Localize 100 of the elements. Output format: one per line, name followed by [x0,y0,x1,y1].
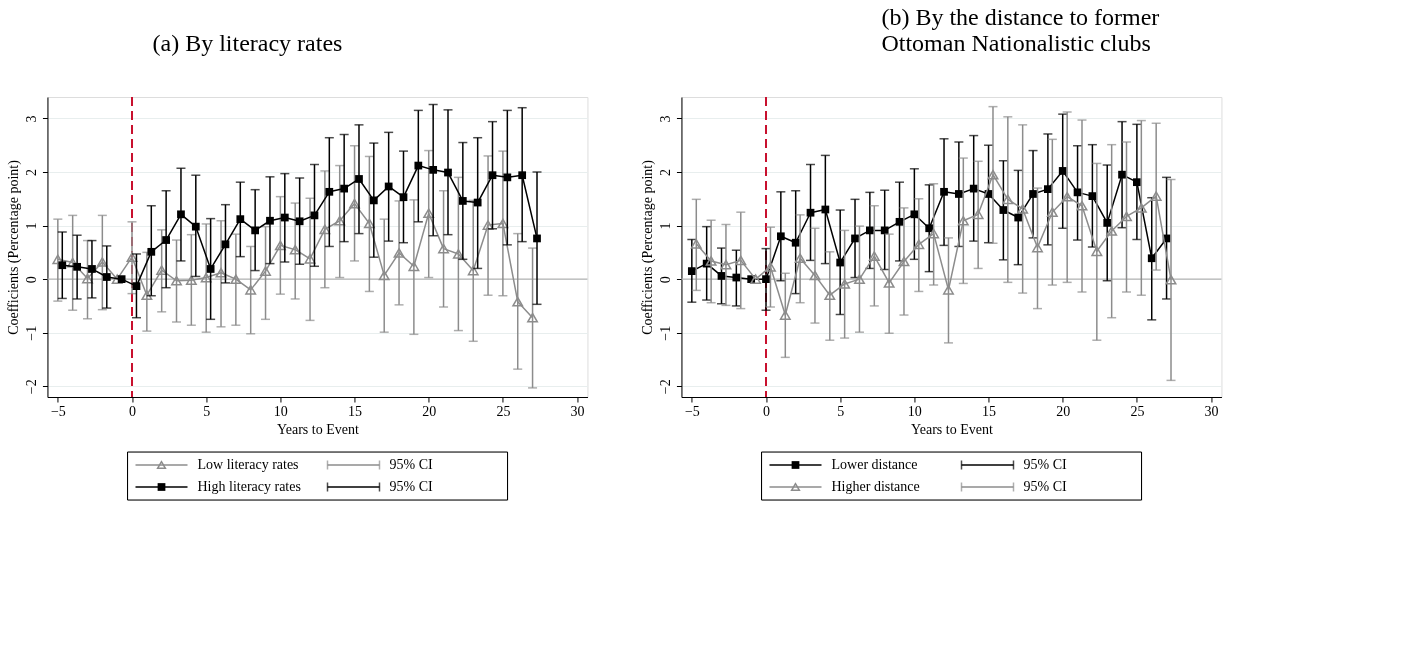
point [957,215,969,226]
x-tick-label: 0 [763,403,771,419]
point [1073,188,1082,197]
point [1118,170,1126,179]
point [512,296,524,307]
x-tick-label: 30 [570,403,585,419]
point [191,222,200,231]
point [96,257,108,267]
point [408,261,420,272]
point [126,252,138,263]
point [762,275,770,284]
x-tick-label: 30 [1204,403,1219,419]
point [1121,211,1132,222]
point [868,251,880,261]
text: 95% CI [389,457,433,472]
x-tick-label: 25 [1130,403,1145,419]
point [295,217,304,226]
x-tick-label: 5 [837,403,845,419]
point [221,240,230,249]
point [824,290,836,301]
y-tick-label: 2 [657,169,673,176]
point [732,273,741,282]
point [349,198,361,209]
legend-label: Low literacy rates [197,457,299,472]
point [230,274,242,284]
point [518,171,527,180]
chart-title: (b) By the distance to former Ottoman Nationalistic clubs [881,4,1160,56]
x-tick-label: 15 [348,403,363,419]
point [764,261,776,272]
point [274,240,286,251]
point [369,196,378,205]
point [444,168,452,177]
point [1017,204,1029,214]
y-tick-label: −1 [657,325,673,341]
y-axis-title: Coefficients (Percentage point) [5,159,22,335]
point [1029,190,1037,198]
x-tick-label: 0 [129,403,137,419]
point [687,267,696,275]
point [73,262,81,271]
point [82,273,93,284]
point [117,275,126,284]
y-tick-label: 1 [657,222,673,230]
point [111,274,123,284]
point [245,285,257,295]
point [355,175,363,183]
point [1088,192,1097,200]
point [236,215,245,224]
point [1106,226,1118,236]
point [1002,194,1014,205]
x-tick-label: 5 [203,403,211,419]
point [853,274,865,284]
text: 95% CI [1023,479,1067,494]
point [776,232,785,241]
y-tick-label: 0 [23,276,39,284]
point [913,239,925,250]
x-tick-label: 15 [982,403,997,419]
point [251,226,260,235]
point [289,244,301,255]
point [1044,185,1052,194]
point [102,273,111,281]
point [1091,246,1103,257]
point [206,265,215,273]
point [429,165,438,174]
point [132,282,141,290]
point [910,210,919,219]
point [1165,274,1177,285]
y-tick-label: 1 [23,222,39,230]
y-axis-title: Coefficients (Percentage point) [639,159,656,335]
x-tick-label: −5 [684,403,700,419]
point [497,218,509,229]
point [839,279,851,289]
point [162,236,170,244]
point [304,253,316,264]
point [1061,191,1073,202]
point [340,184,349,193]
point [794,253,806,264]
point [141,290,153,301]
x-axis-title: Years to Event [277,421,359,437]
legend-label: Lower distance [831,457,918,472]
point [1133,178,1141,187]
point [690,238,702,249]
point [972,209,984,220]
point [88,265,96,273]
point [473,198,482,207]
point [1150,191,1162,201]
point [928,228,940,239]
legend-label: Higher distance [831,479,920,494]
point [940,187,948,196]
x-tick-label: 20 [422,403,437,419]
x-tick-label: 25 [496,403,511,419]
point [836,258,845,267]
point [58,261,67,270]
text: 95% CI [389,479,433,494]
point [156,265,168,275]
point [363,218,375,229]
point [266,216,274,225]
point [987,169,999,180]
point [898,256,910,267]
point [1032,242,1043,253]
point [1046,207,1058,218]
